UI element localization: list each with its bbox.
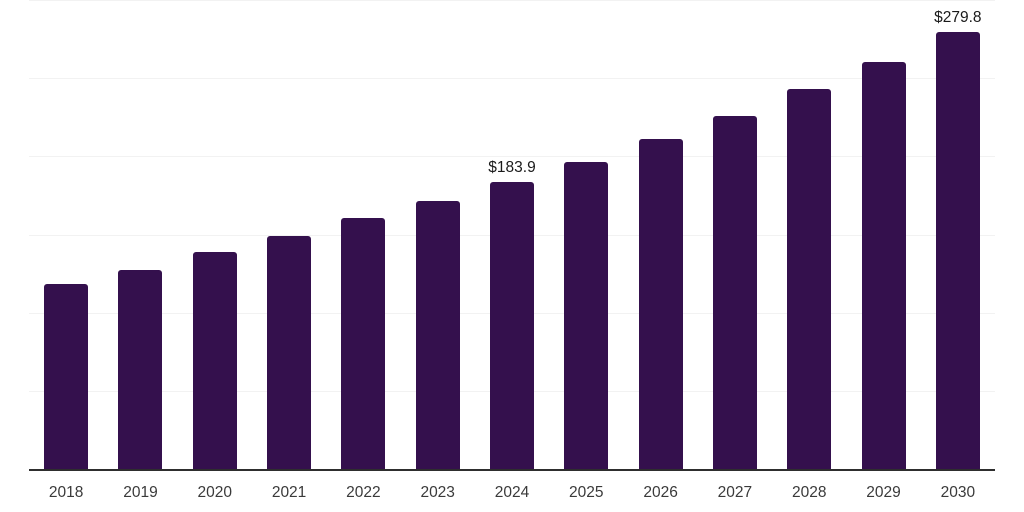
bar-2020 [193, 251, 237, 469]
bar-2018 [44, 283, 88, 469]
x-tick-label-2026: 2026 [643, 484, 678, 501]
x-tick-label-2025: 2025 [569, 484, 604, 501]
value-label-2024: $183.9 [488, 158, 536, 176]
x-tick-label-2022: 2022 [346, 484, 381, 501]
bar-2022 [341, 218, 385, 469]
x-tick-label-2028: 2028 [791, 484, 827, 501]
x-tick-label-2020: 2020 [197, 484, 233, 501]
gridline-y-200 [29, 156, 995, 157]
bar-2027 [713, 115, 757, 469]
value-label-2030: $279.8 [934, 8, 982, 26]
bar-2028 [787, 89, 831, 469]
gridline-y-250 [29, 78, 995, 79]
bar-2026 [639, 139, 683, 469]
x-tick-label-2021: 2021 [271, 484, 307, 501]
x-tick-label-2023: 2023 [420, 484, 455, 501]
x-tick-label-2018: 2018 [48, 484, 84, 501]
x-tick-label-2027: 2027 [717, 484, 753, 501]
bar-2029 [862, 61, 906, 469]
bar-2021 [267, 235, 311, 469]
bar-2030 [936, 31, 980, 469]
bar-2025 [564, 161, 608, 469]
plot-area: $183.9 $279.8 [29, 0, 995, 469]
x-tick-label-2029: 2029 [866, 484, 901, 501]
bar-2024 [490, 181, 534, 469]
bar-2023 [416, 201, 460, 469]
x-tick-label-2030: 2030 [940, 484, 976, 501]
gridline-y-300 [29, 0, 995, 1]
bar-2019 [118, 269, 162, 469]
x-tick-label-2024: 2024 [494, 484, 530, 501]
x-axis-line [29, 469, 995, 471]
x-tick-label-2019: 2019 [123, 484, 158, 501]
